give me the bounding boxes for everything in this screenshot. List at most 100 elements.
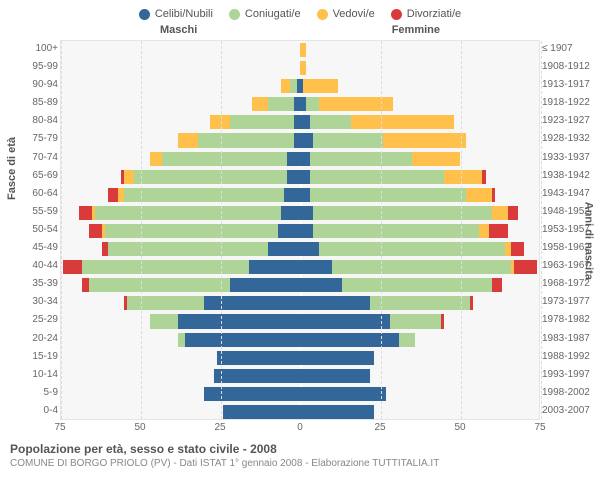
legend-label: Vedovi/e [333, 8, 375, 20]
segment-c [214, 369, 300, 383]
segment-v [178, 133, 197, 147]
age-label: 10-14 [2, 366, 58, 384]
segment-o [198, 133, 294, 147]
legend-item: Vedovi/e [317, 8, 375, 20]
segment-v [492, 206, 508, 220]
gridline [221, 41, 222, 419]
segment-d [492, 188, 495, 202]
pyramid-row [61, 41, 539, 59]
birth-label: 1953-1957 [542, 221, 598, 239]
segment-c [300, 296, 370, 310]
segment-d [470, 296, 473, 310]
chart-title: Popolazione per età, sesso e stato civil… [10, 442, 590, 456]
age-label: 85-89 [2, 94, 58, 112]
segment-c [300, 278, 342, 292]
female-header: Femmine [392, 24, 440, 36]
pyramid-row [61, 95, 539, 113]
male-bar [252, 97, 300, 111]
pyramid-row [61, 312, 539, 330]
legend-item: Divorziati/e [391, 8, 461, 20]
female-bar [300, 242, 524, 256]
segment-v [281, 79, 291, 93]
legend-label: Coniugati/e [245, 8, 301, 20]
male-bar [217, 351, 300, 365]
male-bar [223, 405, 300, 419]
segment-v [351, 115, 453, 129]
legend-label: Celibi/Nubili [155, 8, 213, 20]
segment-o [390, 314, 441, 328]
pyramid-row [61, 204, 539, 222]
birth-label: 1958-1962 [542, 239, 598, 257]
male-bar [150, 152, 300, 166]
segment-v [479, 224, 489, 238]
female-bar [300, 278, 502, 292]
segment-d [63, 260, 82, 274]
segment-v [444, 170, 482, 184]
legend-swatch [229, 9, 240, 20]
female-bar [300, 152, 460, 166]
age-label: 50-54 [2, 221, 58, 239]
segment-o [124, 188, 284, 202]
birth-label: 2003-2007 [542, 402, 598, 420]
age-label: 30-34 [2, 293, 58, 311]
x-tick: 50 [454, 422, 465, 433]
segment-o [332, 260, 511, 274]
segment-c [278, 224, 300, 238]
age-label: 80-84 [2, 112, 58, 130]
female-bar [300, 170, 486, 184]
female-bar [300, 314, 444, 328]
pyramid-row [61, 222, 539, 240]
male-bar [89, 224, 300, 238]
male-bar [63, 260, 300, 274]
segment-c [300, 260, 332, 274]
segment-o [82, 260, 248, 274]
birth-label: 1948-1952 [542, 203, 598, 221]
segment-c [287, 152, 300, 166]
birth-label: 1978-1982 [542, 311, 598, 329]
age-label: 5-9 [2, 384, 58, 402]
legend: Celibi/Nubili Coniugati/e Vedovi/e Divorzia… [0, 0, 600, 24]
female-bar [300, 133, 466, 147]
pyramid-row [61, 186, 539, 204]
segment-c [300, 170, 310, 184]
segment-o [310, 115, 352, 129]
segment-o [230, 115, 294, 129]
pyramid-row [61, 59, 539, 77]
age-label: 90-94 [2, 76, 58, 94]
birth-labels: ≤ 19071908-19121913-19171918-19221923-19… [542, 40, 598, 420]
segment-c [300, 351, 374, 365]
male-bar [124, 296, 300, 310]
female-bar [300, 296, 473, 310]
male-bar [214, 369, 300, 383]
segment-d [492, 278, 502, 292]
age-label: 60-64 [2, 185, 58, 203]
male-bar [281, 79, 300, 93]
segment-c [204, 387, 300, 401]
segment-v [150, 152, 163, 166]
segment-v [303, 79, 338, 93]
segment-o [313, 133, 383, 147]
segment-o [105, 224, 278, 238]
segment-o [313, 224, 479, 238]
segment-c [281, 206, 300, 220]
pyramid-row [61, 168, 539, 186]
segment-c [185, 333, 300, 347]
pyramid-row [61, 385, 539, 403]
pyramid-row [61, 403, 539, 421]
segment-o [310, 170, 444, 184]
female-bar [300, 369, 370, 383]
female-bar [300, 206, 518, 220]
female-bar [300, 351, 374, 365]
segment-d [511, 242, 524, 256]
gridline [61, 41, 62, 419]
segment-c [249, 260, 300, 274]
female-bar [300, 43, 306, 57]
segment-o [127, 296, 204, 310]
segment-v [466, 188, 492, 202]
female-bar [300, 260, 537, 274]
age-label: 65-69 [2, 167, 58, 185]
segment-d [482, 170, 485, 184]
segment-c [300, 387, 386, 401]
segment-c [300, 314, 390, 328]
segment-o [310, 188, 467, 202]
